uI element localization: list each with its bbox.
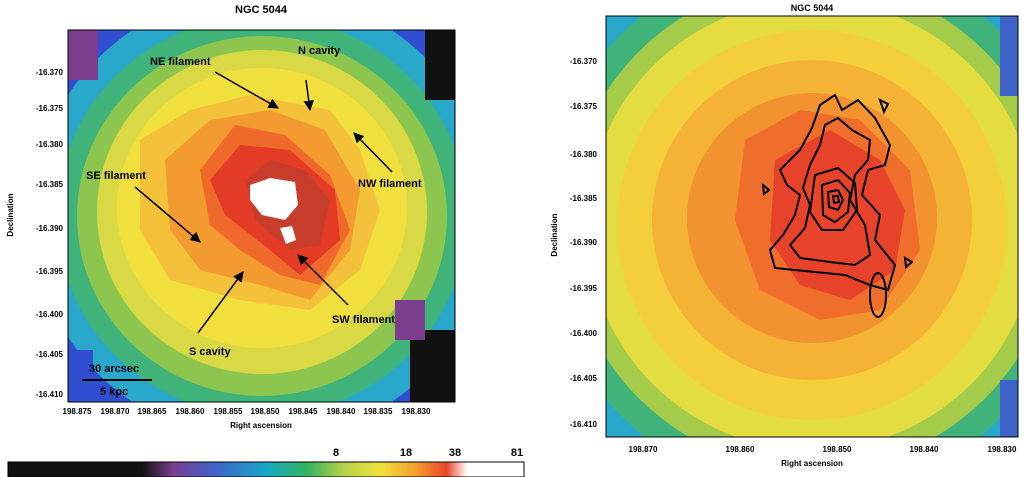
right-ytick: -16.410 — [570, 420, 598, 429]
colorbar-tick: 18 — [400, 447, 412, 459]
colorbar-tick: 38 — [449, 447, 461, 459]
scalebar-physical: 5 kpc — [100, 386, 128, 398]
left-xtick: 198.855 — [214, 407, 243, 416]
se-filament-arrow — [134, 186, 201, 243]
annotation-se-filament: SE filament — [86, 170, 201, 243]
left-xtick: 198.830 — [402, 407, 431, 416]
left-yaxis: -16.370 -16.375 -16.380 -16.385 -16.390 … — [6, 68, 64, 399]
left-xtick: 198.835 — [364, 407, 393, 416]
left-ytick: -16.405 — [36, 350, 64, 359]
left-xtick: 198.870 — [101, 407, 130, 416]
right-ytick: -16.405 — [570, 374, 598, 383]
colorbar-gradient — [8, 462, 524, 477]
right-panel: NGC 5044 — [550, 3, 1019, 468]
nw-filament-label: NW filament — [358, 178, 422, 190]
left-xtick: 198.840 — [327, 407, 356, 416]
right-title: NGC 5044 — [791, 3, 834, 13]
right-xtick: 198.860 — [726, 445, 755, 454]
left-ytick: -16.400 — [36, 310, 64, 319]
scalebar-angular: 30 arcsec — [89, 363, 139, 375]
right-ytick: -16.370 — [570, 57, 598, 66]
s-cavity-label: S cavity — [189, 346, 231, 358]
left-ytick: -16.390 — [36, 224, 64, 233]
left-title: NGC 5044 — [235, 4, 288, 16]
right-xaxis: 198.870 198.860 198.850 198.840 198.830 … — [629, 445, 1017, 468]
annotation-n-cavity: N cavity — [298, 45, 341, 112]
radio-contours — [761, 93, 914, 318]
se-filament-label: SE filament — [86, 170, 146, 182]
right-ylabel: Declination — [550, 213, 559, 256]
annotation-nw-filament: NW filament — [353, 132, 422, 190]
right-xlabel: Right ascension — [781, 459, 843, 468]
colorbar: 8 18 38 81 — [7, 447, 525, 477]
right-ytick: -16.380 — [570, 150, 598, 159]
colorbar-tick: 81 — [511, 447, 523, 459]
left-ytick: -16.380 — [36, 140, 64, 149]
n-cavity-label: N cavity — [298, 45, 341, 57]
left-xtick: 198.845 — [289, 407, 318, 416]
left-ylabel: Declination — [6, 193, 15, 236]
right-xray-image — [606, 16, 1018, 437]
right-xtick: 198.830 — [988, 445, 1017, 454]
right-xtick: 198.870 — [629, 445, 658, 454]
left-xaxis: 198.875 198.870 198.865 198.860 198.855 … — [63, 407, 431, 430]
left-ytick: -16.395 — [36, 267, 64, 276]
sw-filament-arrow — [297, 254, 349, 306]
left-panel: NGC 5044 NE filament — [6, 4, 456, 430]
annotation-ne-filament: NE filament — [150, 56, 279, 109]
n-cavity-arrow — [303, 79, 314, 112]
left-xtick: 198.865 — [138, 407, 167, 416]
right-ytick: -16.375 — [570, 102, 598, 111]
right-xtick: 198.840 — [910, 445, 939, 454]
s-cavity-arrow — [197, 271, 244, 334]
left-ytick: -16.370 — [36, 68, 64, 77]
ne-filament-arrow — [214, 71, 279, 109]
scalebar: 30 arcsec 5 kpc — [82, 363, 152, 398]
nw-filament-arrow — [353, 132, 393, 173]
annotation-sw-filament: SW filament — [297, 254, 395, 326]
right-xtick: 198.850 — [823, 445, 852, 454]
right-ytick: -16.400 — [570, 329, 598, 338]
left-xray-image — [68, 30, 455, 402]
ne-filament-label: NE filament — [150, 56, 211, 68]
left-xtick: 198.875 — [63, 407, 92, 416]
right-ytick: -16.385 — [570, 194, 598, 203]
left-xtick: 198.850 — [251, 407, 280, 416]
right-yaxis: -16.370 -16.375 -16.380 -16.385 -16.390 … — [550, 57, 598, 429]
left-xtick: 198.860 — [176, 407, 205, 416]
left-ytick: -16.410 — [36, 390, 64, 399]
right-ytick: -16.390 — [570, 238, 598, 247]
colorbar-tick: 8 — [333, 447, 339, 459]
left-ytick: -16.385 — [36, 180, 64, 189]
sw-filament-label: SW filament — [332, 314, 395, 326]
right-ytick: -16.395 — [570, 284, 598, 293]
annotation-s-cavity: S cavity — [189, 271, 244, 358]
left-xlabel: Right ascension — [230, 421, 292, 430]
left-ytick: -16.375 — [36, 104, 64, 113]
